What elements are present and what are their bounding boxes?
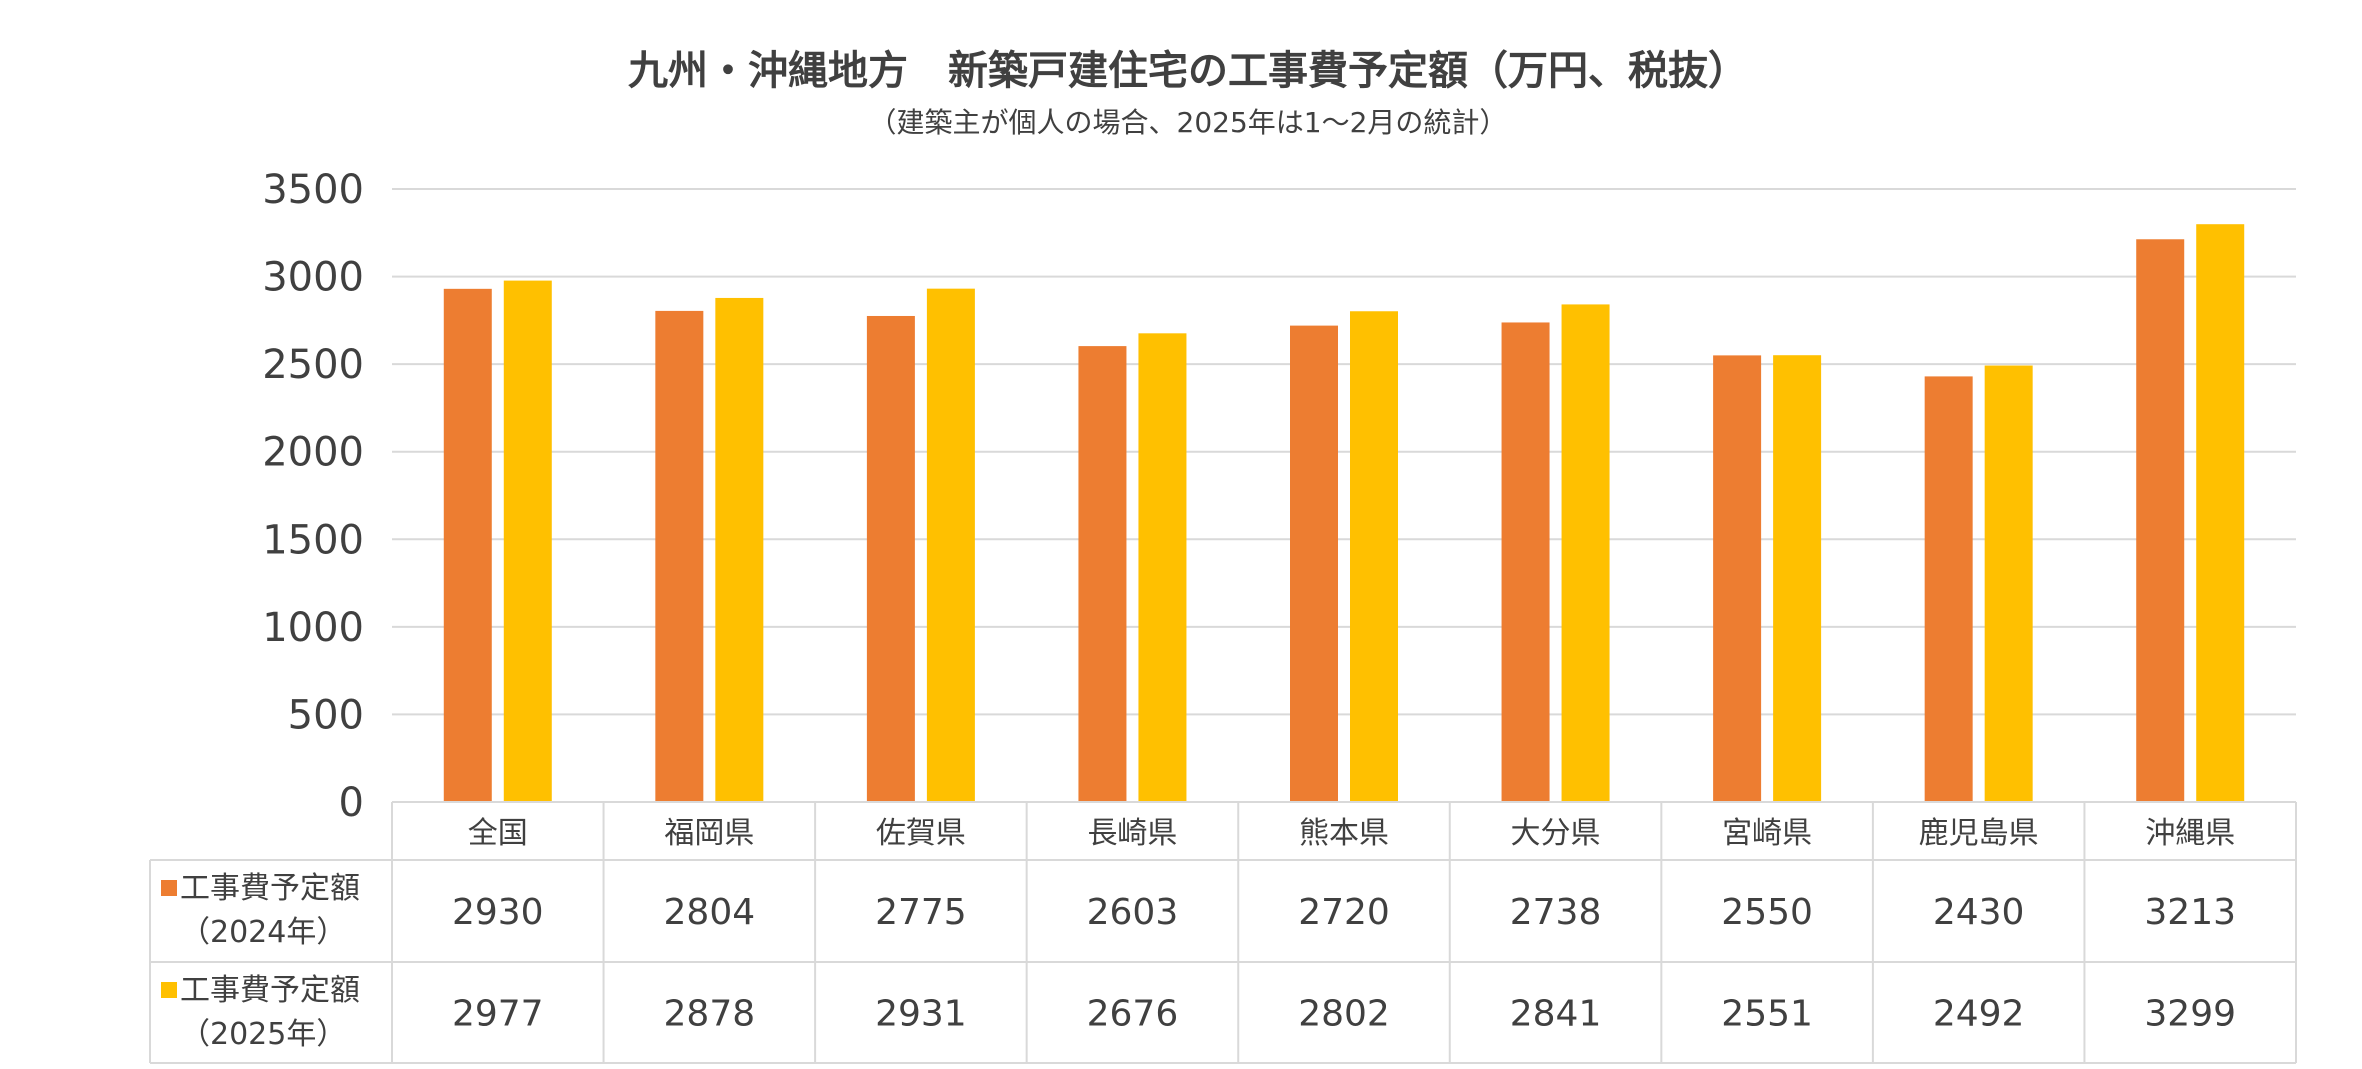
legend-label: 工事費予定額 <box>180 871 360 906</box>
category-label: 大分県 <box>1511 816 1601 851</box>
bar-全国-series2 <box>503 280 552 802</box>
y-tick-label: 1500 <box>262 517 364 563</box>
table-cell-value: 2603 <box>1087 892 1179 933</box>
category-label: 全国 <box>468 816 528 851</box>
bar-福岡県-series1 <box>655 310 704 802</box>
bar-熊本県-series2 <box>1350 311 1398 802</box>
bar-大分県-series2 <box>1561 304 1610 802</box>
gridlines <box>392 188 2296 803</box>
legend-key <box>161 880 177 896</box>
table-cell-value: 2930 <box>452 892 544 933</box>
chart-subtitle: （建築主が個人の場合、2025年は1～2月の統計） <box>869 106 1508 139</box>
table-cell-value: 2977 <box>452 994 544 1035</box>
category-label: 熊本県 <box>1299 816 1389 851</box>
y-tick-label: 500 <box>288 692 364 738</box>
table-cell-value: 3213 <box>2144 892 2236 933</box>
bar-宮崎県-series1 <box>1713 355 1762 802</box>
bar-鹿児島県-series2 <box>1984 365 2033 802</box>
category-label: 鹿児島県 <box>1919 816 2039 851</box>
bar-熊本県-series1 <box>1290 325 1338 802</box>
table-cell-value: 2550 <box>1721 892 1813 933</box>
table-cell-value: 2720 <box>1298 892 1390 933</box>
bar-全国-series1 <box>443 288 492 802</box>
y-tick-label: 2000 <box>262 430 364 476</box>
legend-label: 工事費予定額 <box>180 973 360 1008</box>
bar-佐賀県-series2 <box>926 288 975 803</box>
chart-title: 九州・沖縄地方 新築戸建住宅の工事費予定額（万円、税抜） <box>628 48 1748 94</box>
category-label: 宮崎県 <box>1722 816 1812 851</box>
table-cell-value: 2676 <box>1087 994 1179 1035</box>
table-cell-value: 2878 <box>664 994 756 1035</box>
y-tick-label: 3000 <box>262 255 364 301</box>
table-cell-value: 2841 <box>1510 994 1602 1035</box>
legend-label-year: （2024年） <box>180 915 346 950</box>
bar-沖縄県-series1 <box>2136 239 2185 803</box>
y-tick-label: 2500 <box>262 342 364 388</box>
table-cell-value: 2804 <box>664 892 756 933</box>
table-cell-value: 2738 <box>1510 892 1602 933</box>
table-cell-value: 2492 <box>1933 994 2025 1035</box>
table-cell-value: 2802 <box>1298 994 1390 1035</box>
category-label: 長崎県 <box>1087 816 1177 851</box>
table-cell-value: 2931 <box>875 994 967 1035</box>
bar-宮崎県-series2 <box>1773 355 1822 802</box>
bar-長崎県-series1 <box>1078 346 1127 802</box>
category-label: 沖縄県 <box>2145 816 2235 851</box>
bar-大分県-series1 <box>1501 322 1550 802</box>
category-label: 佐賀県 <box>876 816 966 851</box>
bar-沖縄県-series2 <box>2196 224 2245 802</box>
bars <box>443 224 2245 803</box>
y-tick-label: 1000 <box>262 605 364 651</box>
table-cell-value: 2551 <box>1721 994 1813 1035</box>
legend-label-year: （2025年） <box>180 1017 346 1052</box>
bar-福岡県-series2 <box>715 297 764 802</box>
y-tick-label: 0 <box>339 780 364 826</box>
bar-鹿児島県-series1 <box>1924 376 1973 802</box>
table-cell-value: 3299 <box>2144 994 2236 1035</box>
bar-佐賀県-series1 <box>866 315 915 802</box>
table-cell-value: 2775 <box>875 892 967 933</box>
y-axis: 0 500 1000 1500 2000 2500 3000 3500 <box>262 167 364 826</box>
y-tick-label: 3500 <box>262 167 364 213</box>
bar-長崎県-series2 <box>1138 333 1187 802</box>
category-label: 福岡県 <box>664 816 754 851</box>
table-cell-value: 2430 <box>1933 892 2025 933</box>
legend-key <box>161 982 177 998</box>
